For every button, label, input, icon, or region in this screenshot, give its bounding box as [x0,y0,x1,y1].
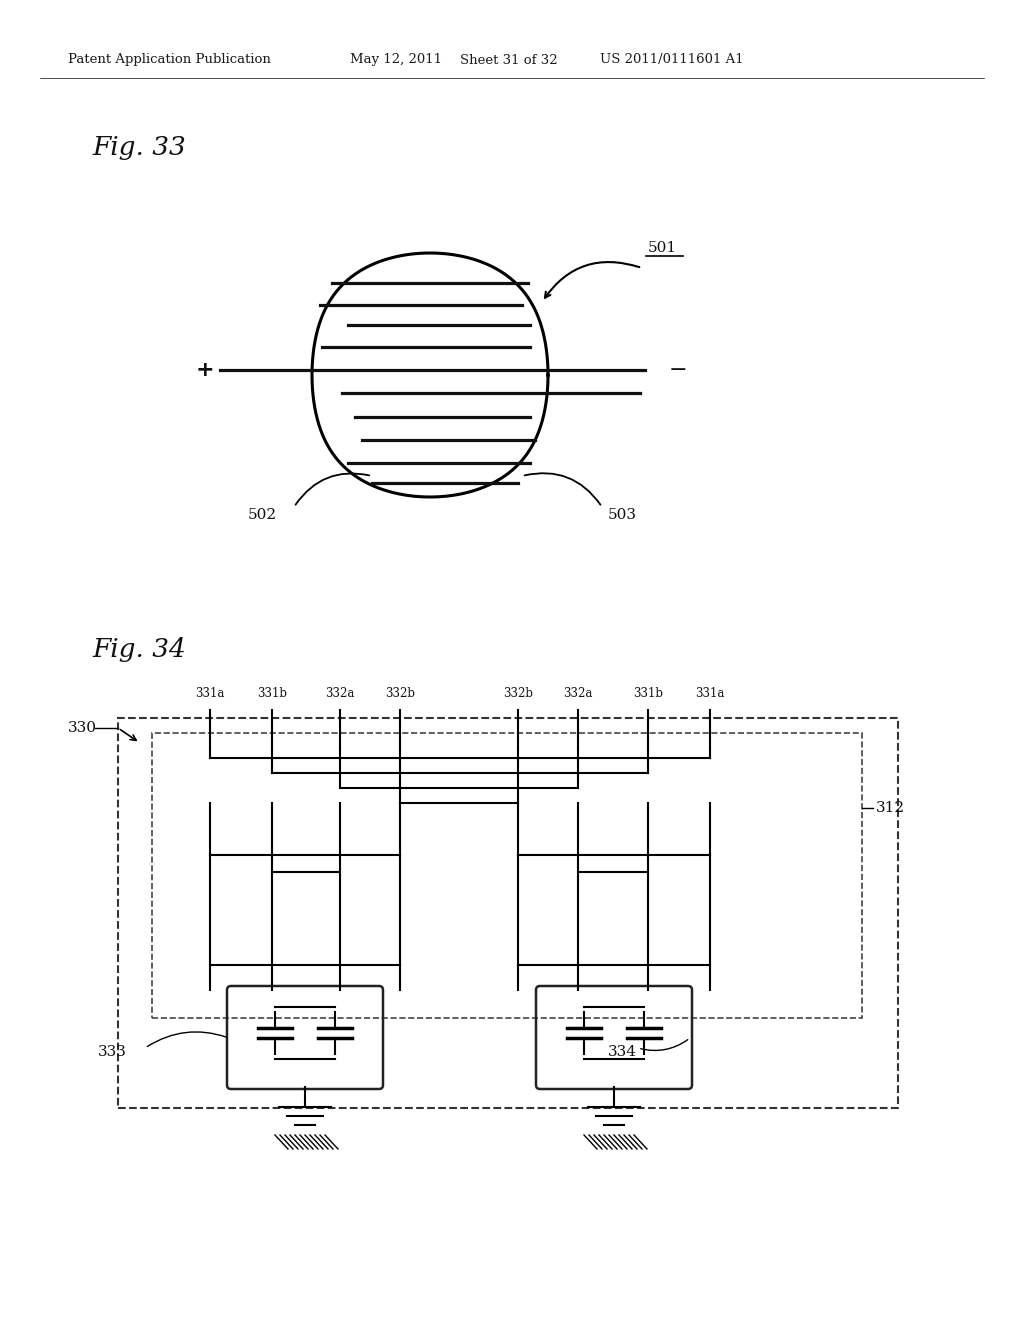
Text: 312: 312 [876,801,905,814]
Text: 331b: 331b [633,686,663,700]
Text: Fig. 33: Fig. 33 [92,136,185,161]
Text: 330: 330 [68,721,97,735]
Text: 331a: 331a [695,686,725,700]
Text: 332a: 332a [563,686,593,700]
Bar [118,718,898,1107]
Text: 502: 502 [248,508,278,521]
Text: 501: 501 [648,242,677,255]
Text: 332a: 332a [326,686,354,700]
Text: 332b: 332b [385,686,415,700]
Text: −: − [669,360,687,380]
Text: Sheet 31 of 32: Sheet 31 of 32 [460,54,558,66]
Bar [152,733,862,1018]
Text: Fig. 34: Fig. 34 [92,638,185,663]
Text: 503: 503 [608,508,637,521]
Text: Patent Application Publication: Patent Application Publication [68,54,271,66]
Text: US 2011/0111601 A1: US 2011/0111601 A1 [600,54,743,66]
Text: 331b: 331b [257,686,287,700]
Text: +: + [196,360,214,380]
Text: 331a: 331a [196,686,224,700]
Text: 333: 333 [98,1045,127,1059]
Text: May 12, 2011: May 12, 2011 [350,54,442,66]
Text: 332b: 332b [503,686,534,700]
Text: 334: 334 [608,1045,637,1059]
